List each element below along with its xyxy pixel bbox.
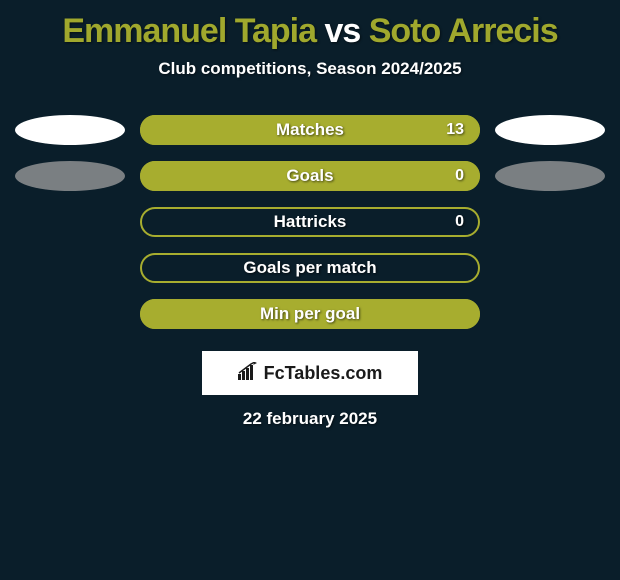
stat-label: Goals — [286, 166, 333, 186]
bar-outline: Goals per match — [140, 253, 480, 283]
bar-outline: Matches 13 — [140, 115, 480, 145]
stat-row: Matches 13 — [0, 115, 620, 145]
spacer — [495, 299, 605, 329]
player2-marker — [495, 115, 605, 145]
stat-rows: Matches 13 Goals 0 Hattricks 0 Goals per match… — [0, 115, 620, 329]
spacer — [15, 207, 125, 237]
stat-row: Min per goal — [0, 299, 620, 329]
logo-text: FcTables.com — [264, 363, 383, 384]
stat-bar: Goals per match — [140, 253, 480, 283]
date: 22 february 2025 — [0, 409, 620, 429]
stat-label: Min per goal — [260, 304, 360, 324]
page-title: Emmanuel Tapia vs Soto Arrecis — [0, 8, 620, 59]
stat-row: Goals per match — [0, 253, 620, 283]
player1-name: Emmanuel Tapia — [62, 12, 316, 50]
player1-marker — [15, 161, 125, 191]
stat-bar: Min per goal — [140, 299, 480, 329]
bar-outline: Min per goal — [140, 299, 480, 329]
logo: FcTables.com — [238, 362, 383, 385]
stat-value: 0 — [455, 167, 464, 185]
subtitle: Club competitions, Season 2024/2025 — [0, 59, 620, 79]
stat-bar: Matches 13 — [140, 115, 480, 145]
spacer — [15, 253, 125, 283]
stat-value: 0 — [455, 213, 464, 231]
player2-marker — [495, 161, 605, 191]
stat-label: Matches — [276, 120, 344, 140]
spacer — [495, 207, 605, 237]
stat-value: 13 — [446, 121, 464, 139]
bar-outline: Goals 0 — [140, 161, 480, 191]
stat-row: Goals 0 — [0, 161, 620, 191]
stats-card: Emmanuel Tapia vs Soto Arrecis Club comp… — [0, 0, 620, 429]
logo-box[interactable]: FcTables.com — [202, 351, 418, 395]
stat-bar: Hattricks 0 — [140, 207, 480, 237]
stat-row: Hattricks 0 — [0, 207, 620, 237]
vs-text: vs — [316, 12, 369, 50]
stat-label: Hattricks — [274, 212, 347, 232]
spacer — [15, 299, 125, 329]
spacer — [495, 253, 605, 283]
stat-label: Goals per match — [243, 258, 376, 278]
bar-chart-icon — [238, 362, 260, 385]
bar-outline: Hattricks 0 — [140, 207, 480, 237]
stat-bar: Goals 0 — [140, 161, 480, 191]
player1-marker — [15, 115, 125, 145]
player2-name: Soto Arrecis — [369, 12, 558, 50]
